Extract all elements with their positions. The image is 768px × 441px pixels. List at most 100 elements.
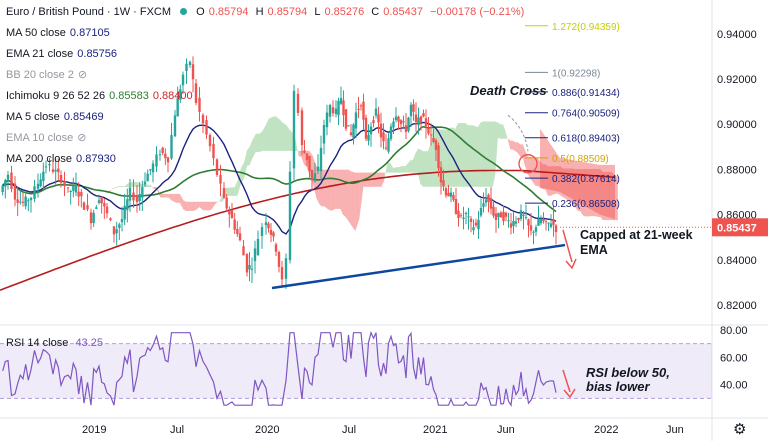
indicator-value: 0.88400 bbox=[152, 90, 193, 102]
candle-body bbox=[479, 207, 483, 216]
candle-body bbox=[103, 202, 106, 207]
candle-body bbox=[303, 150, 306, 153]
ichimoku-cloud-segment bbox=[402, 166, 406, 173]
ichimoku-cloud-segment bbox=[244, 150, 247, 178]
time-axis-tick: Jun bbox=[666, 424, 684, 436]
candle-body bbox=[166, 157, 170, 163]
ohlc-high-value: 0.85794 bbox=[267, 6, 308, 18]
hidden-eye-icon[interactable]: ⊘ bbox=[77, 69, 88, 81]
ichimoku-cloud-segment bbox=[502, 124, 506, 139]
ichimoku-cloud-segment bbox=[517, 142, 521, 157]
candle-body bbox=[92, 212, 95, 224]
rsi-legend[interactable]: RSI 14 close 43.25 bbox=[6, 337, 107, 349]
ichimoku-cloud-segment bbox=[495, 121, 498, 175]
candle-body bbox=[452, 195, 455, 200]
candle-body bbox=[534, 227, 538, 232]
candle-body bbox=[194, 83, 198, 103]
rsi-axis-tick: 80.00 bbox=[720, 325, 748, 337]
candle-body bbox=[347, 125, 350, 127]
candle-body bbox=[442, 180, 445, 187]
indicator-row[interactable]: EMA 10 close ⊘ bbox=[6, 128, 528, 149]
candle-body bbox=[337, 100, 340, 116]
candle-body bbox=[484, 199, 488, 203]
ichimoku-cloud-segment bbox=[219, 194, 223, 202]
ichimoku-cloud-segment bbox=[396, 167, 400, 173]
ichimoku-cloud-segment bbox=[279, 119, 283, 151]
ichimoku-cloud-segment bbox=[393, 167, 397, 173]
gear-icon[interactable]: ⚙ bbox=[733, 420, 746, 438]
ichimoku-cloud-segment bbox=[415, 148, 418, 173]
candle-body bbox=[492, 206, 495, 216]
ichimoku-cloud-segment bbox=[153, 186, 157, 190]
ichimoku-cloud-segment bbox=[268, 117, 273, 151]
indicator-label: Ichimoku 9 26 52 26 bbox=[6, 90, 106, 102]
ichimoku-cloud-segment bbox=[348, 169, 352, 226]
ichimoku-cloud-segment bbox=[335, 169, 338, 209]
ichimoku-cloud-segment bbox=[505, 130, 508, 140]
ichimoku-cloud-segment bbox=[512, 140, 516, 152]
support-trendline[interactable] bbox=[271, 243, 566, 290]
candle-body bbox=[454, 199, 458, 214]
candle-body bbox=[57, 168, 60, 173]
candle-body bbox=[215, 159, 219, 175]
candle-body bbox=[155, 154, 158, 167]
candle-body bbox=[354, 112, 358, 129]
candle-body bbox=[253, 248, 257, 262]
indicator-row[interactable]: EMA 21 close 0.85756 bbox=[6, 44, 528, 65]
candle-body bbox=[422, 113, 425, 117]
ichimoku-cloud-segment bbox=[316, 166, 319, 204]
candle-body bbox=[494, 213, 498, 220]
ichimoku-cloud-segment bbox=[298, 150, 302, 157]
fib-level-label: 0.886(0.91434) bbox=[552, 88, 620, 99]
ichimoku-cloud-segment bbox=[176, 193, 180, 203]
chart-legend: Euro / British Pound · 1W · FXCM O 0.8579… bbox=[6, 2, 528, 170]
rsi-label[interactable]: RSI 14 close bbox=[6, 337, 69, 349]
symbol-header[interactable]: Euro / British Pound · 1W · FXCM O 0.8579… bbox=[6, 2, 528, 23]
price-axis-tick: 0.84000 bbox=[717, 255, 757, 267]
candle-body bbox=[51, 169, 55, 172]
candle-body bbox=[412, 104, 415, 112]
indicator-row[interactable]: Ichimoku 9 26 52 26 0.85583 0.88400 bbox=[6, 86, 528, 107]
ichimoku-cloud-segment bbox=[580, 169, 583, 216]
candle-body bbox=[367, 135, 370, 141]
candle-body bbox=[222, 187, 226, 198]
ichimoku-cloud-segment bbox=[196, 201, 200, 210]
indicator-row[interactable]: MA 5 close 0.85469 bbox=[6, 107, 528, 128]
rsi-note-line1: RSI below 50, bbox=[586, 365, 670, 380]
ichimoku-cloud-segment bbox=[612, 173, 616, 221]
candle-body bbox=[328, 104, 332, 117]
candle-body bbox=[372, 120, 375, 124]
candle-body bbox=[407, 117, 410, 132]
ichimoku-cloud-segment bbox=[355, 172, 360, 232]
time-axis-tick: 2022 bbox=[594, 424, 618, 436]
candle-body bbox=[74, 184, 78, 193]
candle-body bbox=[4, 179, 7, 187]
indicator-row[interactable]: BB 20 close 2 ⊘ bbox=[6, 65, 528, 86]
candle-body bbox=[245, 254, 249, 273]
ichimoku-cloud-segment bbox=[387, 162, 391, 173]
indicator-row[interactable]: MA 200 close 0.87930 bbox=[6, 149, 528, 170]
indicator-row[interactable]: MA 50 close 0.87105 bbox=[6, 23, 528, 44]
candle-body bbox=[474, 222, 478, 226]
candle-body bbox=[397, 116, 400, 122]
candle-body bbox=[432, 138, 435, 142]
candle-body bbox=[462, 217, 465, 220]
candle-body bbox=[334, 108, 338, 115]
ichimoku-cloud-segment bbox=[148, 184, 151, 187]
ichimoku-cloud-segment bbox=[163, 193, 166, 198]
ichimoku-cloud-segment bbox=[232, 187, 235, 196]
candle-body bbox=[325, 112, 329, 128]
hidden-eye-icon[interactable]: ⊘ bbox=[77, 132, 87, 144]
candle-body bbox=[21, 201, 25, 203]
candle-body bbox=[201, 114, 205, 124]
candle-body bbox=[527, 219, 530, 226]
symbol-title[interactable]: Euro / British Pound · 1W · FXCM bbox=[6, 6, 172, 18]
ichimoku-cloud-segment bbox=[602, 171, 606, 221]
candle-body bbox=[514, 221, 518, 224]
ichimoku-cloud-segment bbox=[525, 150, 528, 174]
candle-body bbox=[77, 191, 80, 197]
candle-body bbox=[449, 192, 453, 197]
candle-body bbox=[389, 126, 393, 140]
rsi-axis-tick: 40.00 bbox=[720, 380, 748, 392]
